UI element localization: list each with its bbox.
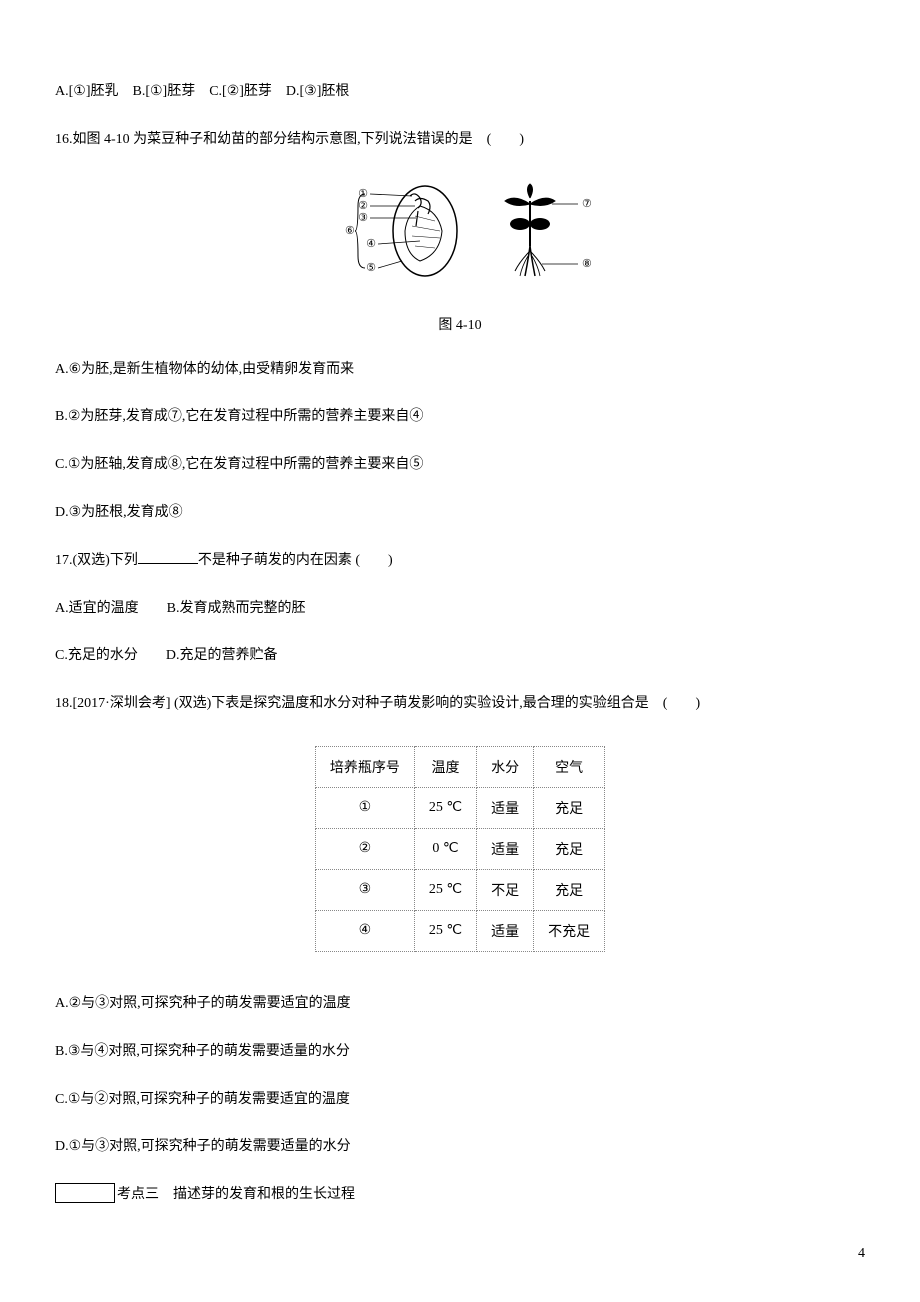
table-header-row: 培养瓶序号 温度 水分 空气	[315, 746, 604, 787]
q17-opt-cd: C.充足的水分 D.充足的营养贮备	[55, 644, 865, 668]
q17-stem-after: 不是种子萌发的内在因素 ( )	[198, 553, 393, 568]
td: 充足	[534, 787, 605, 828]
td: 不足	[477, 869, 534, 910]
seed-seedling-diagram: ⑥ ① ② ③ ④ ⑤	[320, 176, 600, 296]
th-2: 水分	[477, 746, 534, 787]
q16-opt-d: D.③为胚根,发育成⑧	[55, 501, 865, 525]
td: 不充足	[534, 910, 605, 951]
label-5: ⑤	[366, 262, 376, 274]
th-0: 培养瓶序号	[315, 746, 414, 787]
q18-opt-a: A.②与③对照,可探究种子的萌发需要适宜的温度	[55, 992, 865, 1016]
q18-opt-b: B.③与④对照,可探究种子的萌发需要适量的水分	[55, 1040, 865, 1064]
td: 0 ℃	[414, 828, 476, 869]
th-3: 空气	[534, 746, 605, 787]
page-number: 4	[858, 1246, 865, 1262]
q16-opt-a: A.⑥为胚,是新生植物体的幼体,由受精卵发育而来	[55, 358, 865, 382]
q17-stem-before: 17.(双选)下列	[55, 553, 138, 568]
table-row: ③ 25 ℃ 不足 充足	[315, 869, 604, 910]
td: 适量	[477, 787, 534, 828]
td: 充足	[534, 869, 605, 910]
q16-opt-b: B.②为胚芽,发育成⑦,它在发育过程中所需的营养主要来自④	[55, 405, 865, 429]
figure-caption: 图 4-10	[55, 314, 865, 334]
label-4: ④	[366, 238, 376, 250]
label-7: ⑦	[582, 198, 592, 210]
td: ④	[315, 910, 414, 951]
section-text: 考点三 描述芽的发育和根的生长过程	[117, 1183, 355, 1203]
label-2: ②	[358, 200, 368, 212]
q16-stem: 16.如图 4-10 为菜豆种子和幼苗的部分结构示意图,下列说法错误的是 ( )	[55, 128, 865, 152]
section-box-icon	[55, 1183, 115, 1203]
q15-options: A.[①]胚乳 B.[①]胚芽 C.[②]胚芽 D.[③]胚根	[55, 80, 865, 104]
td: ②	[315, 828, 414, 869]
q18-stem: 18.[2017·深圳会考] (双选)下表是探究温度和水分对种子萌发影响的实验设…	[55, 692, 865, 716]
label-3: ③	[358, 212, 368, 224]
table-row: ② 0 ℃ 适量 充足	[315, 828, 604, 869]
td: 适量	[477, 910, 534, 951]
figure-4-10: ⑥ ① ② ③ ④ ⑤	[55, 176, 865, 296]
td: 适量	[477, 828, 534, 869]
td: 25 ℃	[414, 869, 476, 910]
label-8: ⑧	[582, 258, 592, 270]
blank-line	[138, 550, 198, 564]
label-6: ⑥	[345, 225, 355, 237]
table-row: ① 25 ℃ 适量 充足	[315, 787, 604, 828]
label-1: ①	[358, 188, 368, 200]
q17-opt-ab: A.适宜的温度 B.发育成熟而完整的胚	[55, 597, 865, 621]
td: ③	[315, 869, 414, 910]
q17-stem: 17.(双选)下列 不是种子萌发的内在因素 ( )	[55, 549, 865, 573]
q18-table: 培养瓶序号 温度 水分 空气 ① 25 ℃ 适量 充足 ② 0 ℃ 适量 充足 …	[315, 746, 605, 952]
section-heading: 考点三 描述芽的发育和根的生长过程	[55, 1183, 355, 1203]
td: 充足	[534, 828, 605, 869]
q18-opt-d: D.①与③对照,可探究种子的萌发需要适量的水分	[55, 1135, 865, 1159]
q18-opt-c: C.①与②对照,可探究种子的萌发需要适宜的温度	[55, 1088, 865, 1112]
td: 25 ℃	[414, 910, 476, 951]
q16-opt-c: C.①为胚轴,发育成⑧,它在发育过程中所需的营养主要来自⑤	[55, 453, 865, 477]
th-1: 温度	[414, 746, 476, 787]
table-row: ④ 25 ℃ 适量 不充足	[315, 910, 604, 951]
td: 25 ℃	[414, 787, 476, 828]
td: ①	[315, 787, 414, 828]
